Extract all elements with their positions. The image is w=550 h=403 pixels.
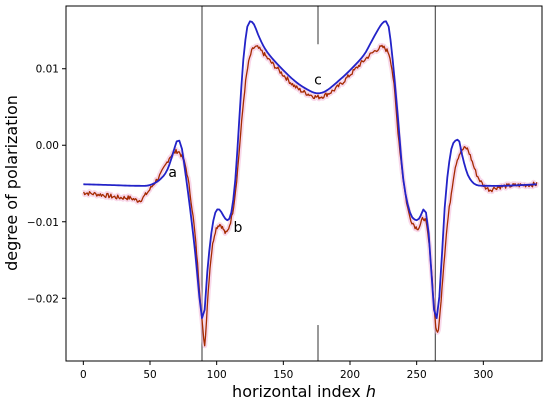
annotation-c: c — [314, 72, 322, 88]
x-axis-ticks: 0 50 100 150 200 250 300 — [80, 361, 493, 381]
annotation-b: b — [234, 220, 243, 236]
x-tick-label-4: 200 — [340, 369, 360, 381]
series-1-line — [83, 44, 538, 347]
x-axis-label-text: horizontal index — [232, 382, 361, 401]
x-tick-label-1: 50 — [143, 369, 156, 381]
series-0-line — [83, 20, 537, 320]
x-axis-label: horizontal index h — [232, 382, 376, 401]
plot-frame — [65, 5, 543, 362]
y-tick-label-0: 0.01 — [36, 64, 59, 76]
series-layer — [81, 20, 540, 349]
plot-background — [66, 6, 542, 361]
annotations: a b c — [168, 72, 321, 236]
x-tick-label-6: 300 — [473, 369, 493, 381]
annotation-a: a — [168, 165, 177, 181]
y-axis-label: degree of polarization — [2, 95, 21, 271]
x-tick-label-2: 100 — [207, 369, 227, 381]
y-axis-ticks: 0.01 0.00 −0.01 −0.02 — [27, 64, 66, 305]
series-1 — [81, 42, 540, 349]
y-tick-label-2: −0.01 — [27, 217, 59, 229]
x-tick-label-0: 0 — [80, 369, 87, 381]
y-tick-label-3: −0.02 — [27, 293, 59, 305]
y-tick-label-1: 0.00 — [36, 140, 59, 152]
x-tick-label-3: 150 — [273, 369, 293, 381]
series-0 — [83, 20, 537, 320]
x-axis-label-variable: h — [366, 382, 376, 401]
x-tick-label-5: 250 — [407, 369, 427, 381]
